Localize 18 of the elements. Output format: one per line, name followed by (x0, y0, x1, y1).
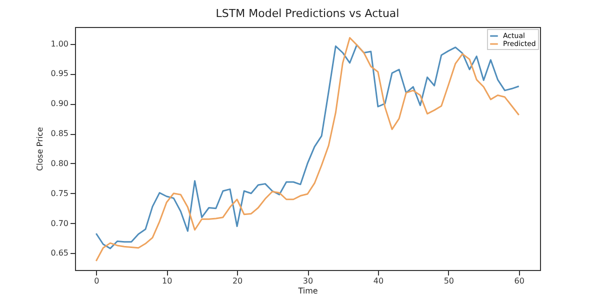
y-tick-label: 0.65 (50, 248, 68, 258)
x-axis-title: Time (297, 286, 318, 296)
x-tick-label: 60 (514, 276, 524, 286)
x-tick-label: 30 (302, 276, 314, 286)
y-tick-label: 0.95 (50, 69, 68, 78)
x-tick-label: 50 (444, 276, 454, 286)
x-tick-label: 0 (94, 276, 100, 286)
x-tick-label: 40 (373, 276, 384, 286)
y-tick-label: 1.00 (50, 39, 68, 48)
y-tick-label: 0.80 (50, 158, 68, 168)
y-axis-title: Close Price (36, 127, 45, 171)
x-tick-label: 20 (232, 276, 243, 286)
x-tick-label: 10 (162, 276, 172, 286)
y-tick-label: 0.75 (50, 188, 68, 198)
y-tick-label: 0.70 (50, 218, 68, 228)
y-tick-label: 0.90 (50, 99, 68, 108)
y-tick-label: 0.85 (50, 129, 68, 138)
chart-title: LSTM Model Predictions vs Actual (216, 7, 400, 20)
